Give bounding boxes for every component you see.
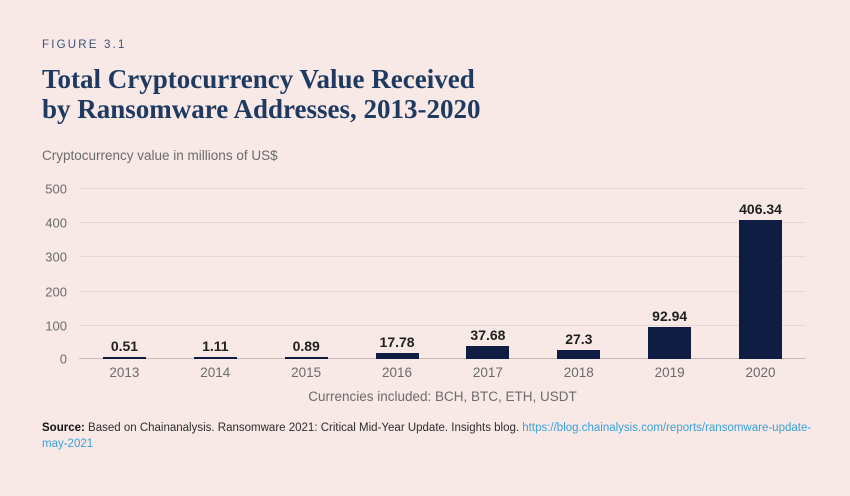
bar-value-2014: 1.11 (202, 338, 229, 354)
bar-column-2016: 17.78 (352, 188, 443, 359)
chart-header: FIGURE 3.1 Total Cryptocurrency Value Re… (0, 0, 850, 164)
x-tick-label-2019: 2019 (654, 365, 685, 380)
bar-value-2013: 0.51 (110, 338, 139, 354)
y-tick-label-100: 100 (45, 318, 67, 334)
y-tick-label-200: 200 (45, 284, 67, 300)
bar-chart: 0 100 200 300 400 500 0.51 1.11 0.89 17.78 37.68 2… (0, 182, 850, 404)
chart-subtitle: Cryptocurrency value in millions of US$ (42, 148, 278, 163)
bar-value-2019: 92.94 (652, 308, 688, 325)
x-tick-label-2017: 2017 (472, 365, 503, 380)
bar-2018 (557, 349, 601, 359)
gridline-200 (79, 290, 806, 292)
bar-2013 (102, 357, 146, 359)
x-tick-label-2014: 2014 (200, 365, 231, 380)
gridline-400 (79, 222, 806, 224)
source-label: Source: (42, 422, 85, 434)
gridline-0 (79, 358, 806, 359)
bar-value-2015: 0.89 (292, 338, 320, 354)
bar-2015 (284, 357, 328, 359)
gridline-500 (79, 188, 806, 189)
footnote-spacer (42, 389, 79, 404)
x-tick-label-2018: 2018 (563, 365, 594, 380)
gridline-100 (79, 324, 806, 326)
bar-value-2016: 17.78 (379, 333, 415, 350)
chart-title-line1: Total Cryptocurrency Value Received (42, 64, 475, 94)
gridline-300 (79, 256, 806, 258)
bar-column-2013: 0.51 (79, 188, 170, 359)
source-line: Source: Based on Chainanalysis. Ransomwa… (42, 420, 814, 452)
x-axis: 2013 2014 2015 2016 2017 2018 2019 2020 (42, 365, 806, 380)
currencies-footnote: Currencies included: BCH, BTC, ETH, USDT (308, 389, 577, 404)
figure-label: FIGURE 3.1 (42, 39, 127, 51)
bar-column-2020: 406.34 (715, 188, 806, 359)
bar-value-2018: 27.3 (565, 330, 593, 347)
chart-title-line2: by Ransomware Addresses, 2013-2020 (42, 94, 481, 124)
bar-2016 (375, 352, 419, 359)
x-axis-labels: 2013 2014 2015 2016 2017 2018 2019 2020 (79, 365, 806, 380)
footnote-row: Currencies included: BCH, BTC, ETH, USDT (42, 389, 806, 404)
y-axis: 0 100 200 300 400 500 (42, 182, 79, 367)
bar-column-2014: 1.11 (170, 188, 261, 359)
x-axis-spacer (42, 365, 79, 380)
y-tick-label-300: 300 (45, 249, 67, 265)
x-tick-label-2016: 2016 (382, 365, 413, 380)
bar-value-2020: 406.34 (739, 201, 782, 218)
bar-value-2017: 37.68 (470, 327, 506, 344)
bar-2019 (648, 327, 692, 359)
bar-2014 (193, 357, 237, 359)
y-tick-label-500: 500 (45, 181, 67, 197)
plot-area: 0.51 1.11 0.89 17.78 37.68 27.3 92.94 406.34 (79, 188, 806, 359)
x-tick-label-2020: 2020 (745, 365, 776, 380)
bar-2020 (739, 220, 783, 359)
plot-wrap: 0 100 200 300 400 500 0.51 1.11 0.89 17.78 37.68 2… (42, 182, 806, 367)
bar-column-2019: 92.94 (624, 188, 715, 359)
bars-layer: 0.51 1.11 0.89 17.78 37.68 27.3 92.94 406.34 (79, 188, 806, 359)
bar-2017 (466, 346, 510, 359)
bar-column-2015: 0.89 (261, 188, 352, 359)
source-link[interactable]: https://blog.chainalysis.com/reports/ran… (42, 422, 812, 450)
source-text: Based on Chainanalysis. Ransomware 2021:… (84, 422, 523, 434)
x-tick-label-2015: 2015 (291, 365, 322, 380)
y-tick-label-400: 400 (45, 215, 67, 231)
bar-column-2017: 37.68 (443, 188, 534, 359)
chart-title: Total Cryptocurrency Value Received by Ra… (42, 64, 808, 124)
x-tick-label-2013: 2013 (109, 365, 140, 380)
bar-column-2018: 27.3 (533, 188, 624, 359)
y-tick-label-0: 0 (59, 351, 67, 367)
